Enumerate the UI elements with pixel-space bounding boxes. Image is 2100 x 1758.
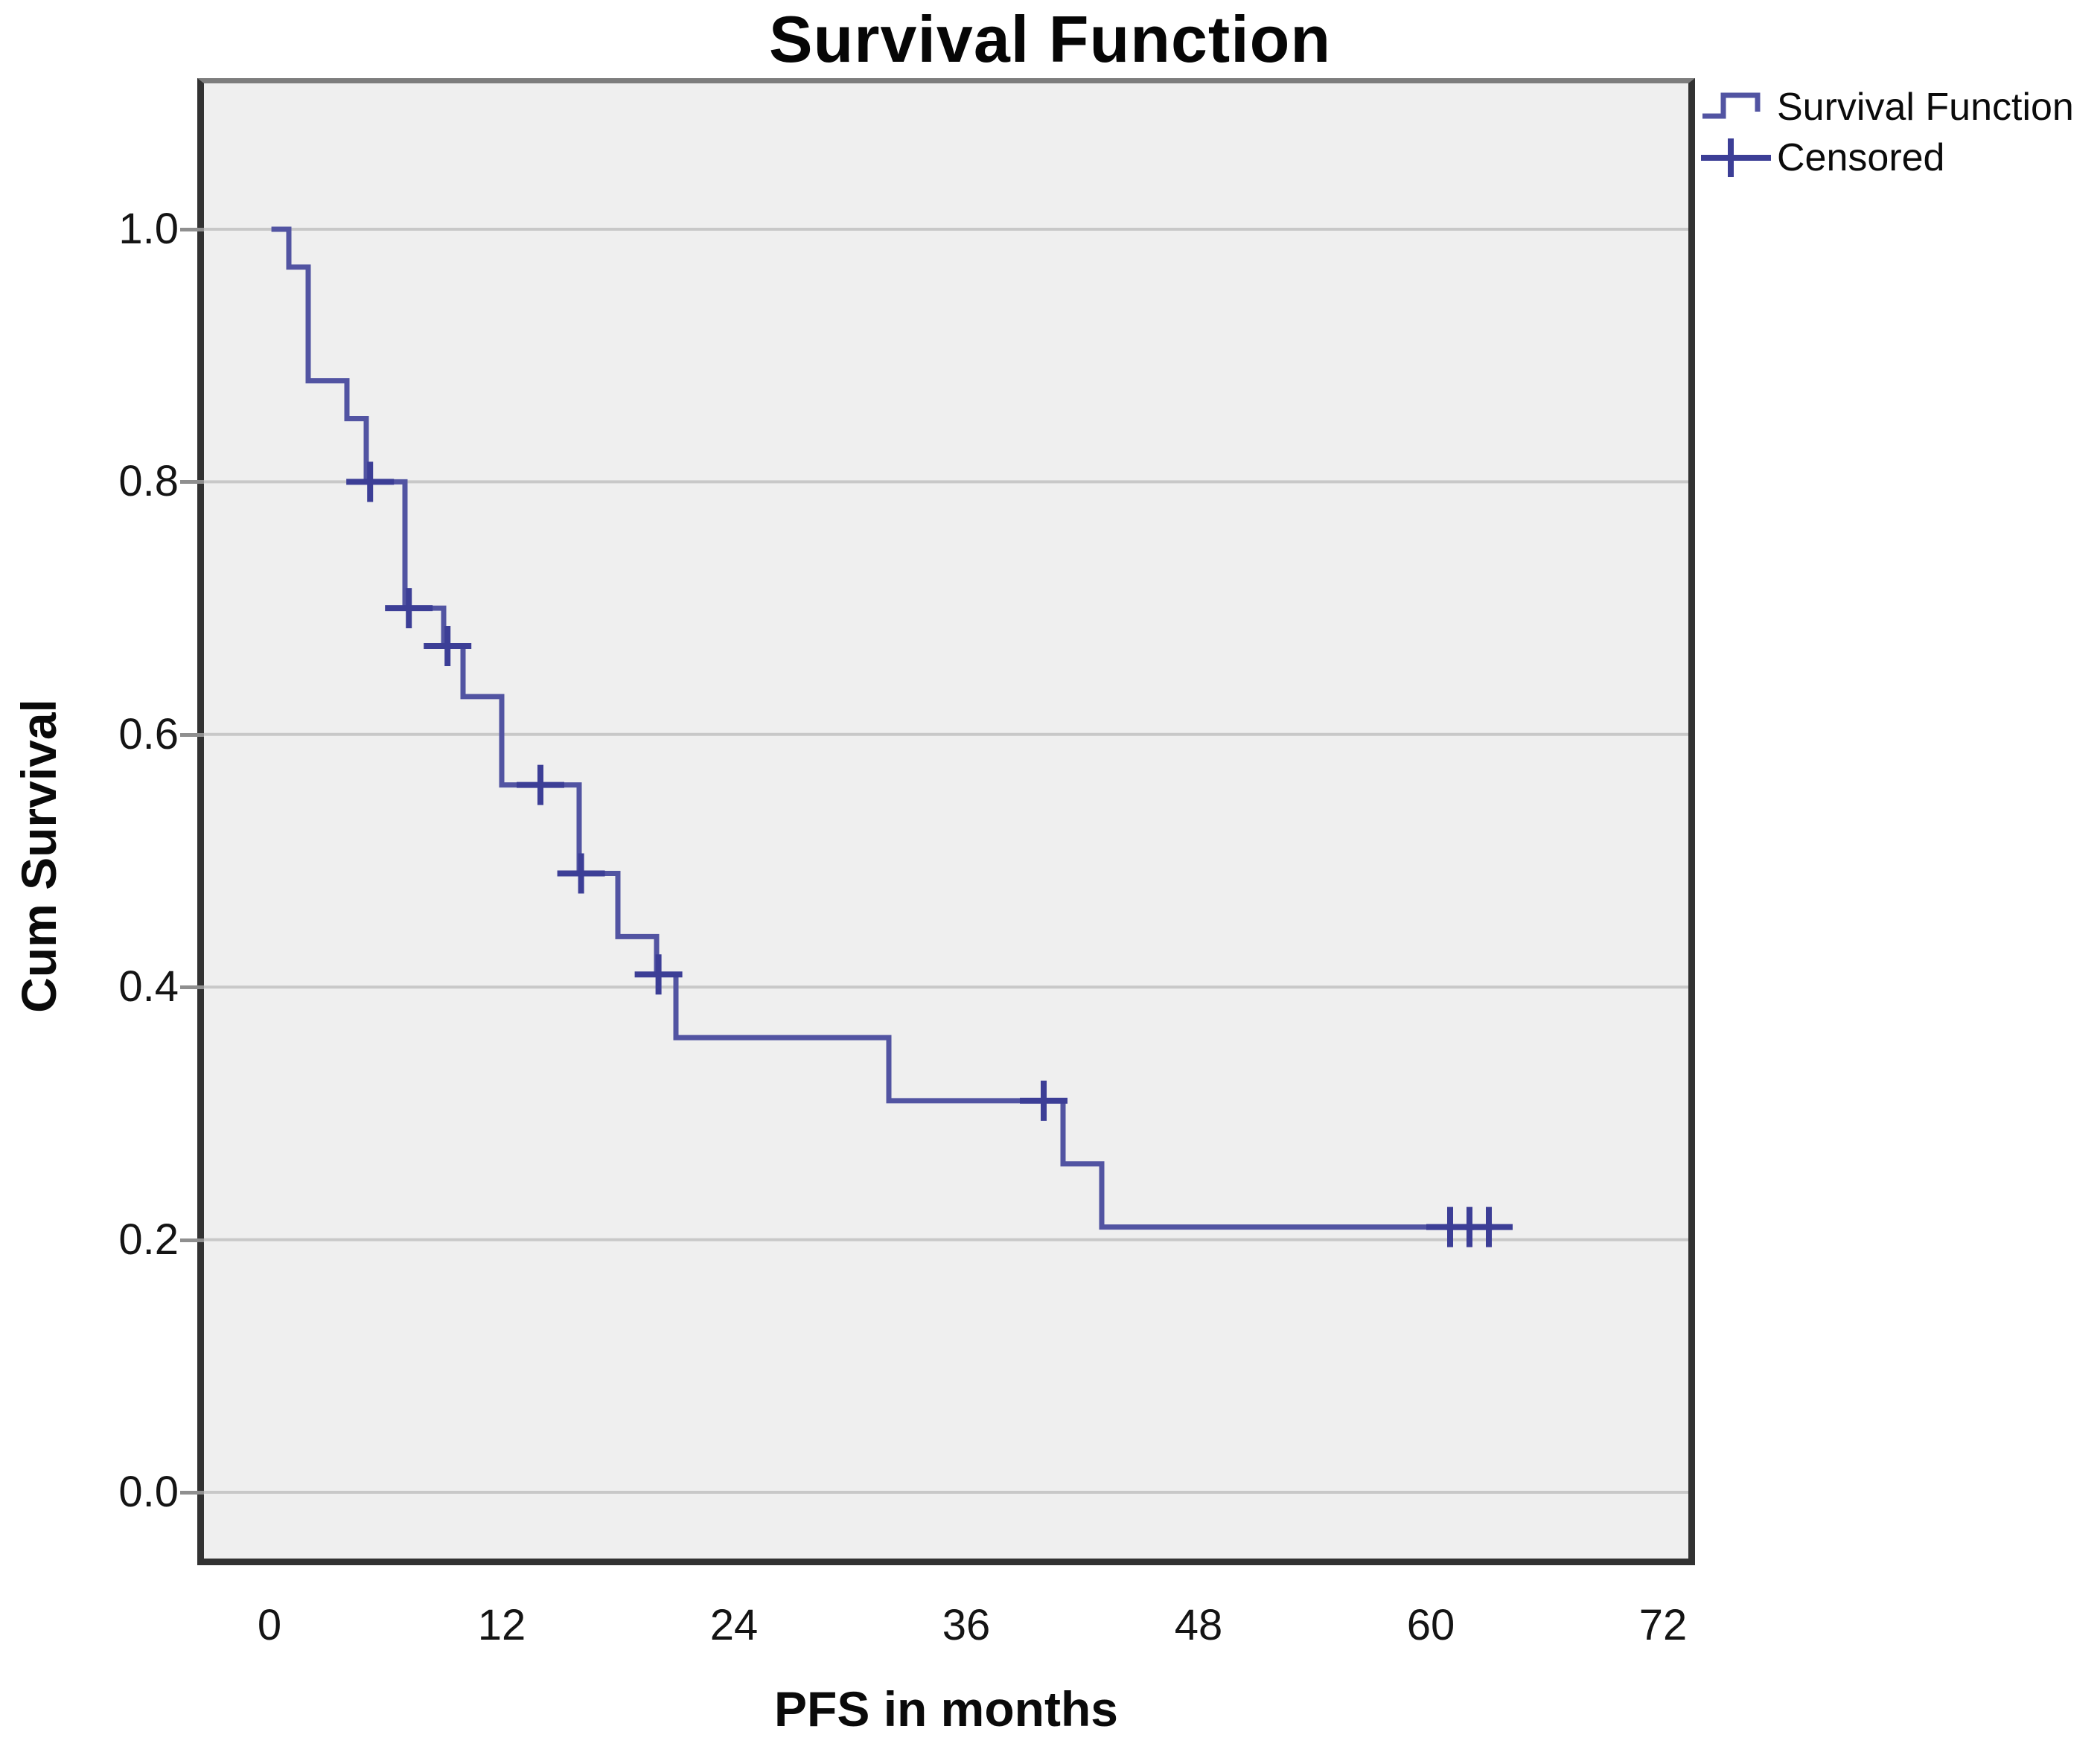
y-tick-mark [180,732,204,737]
legend: Survival Function Censored [1700,82,2074,183]
x-tick-label: 0 [257,1601,282,1649]
y-tick-label: 0.6 [118,709,179,758]
y-tick-mark [180,480,204,485]
y-tick-label: 0.0 [118,1468,179,1516]
legend-entry-censored: Censored [1700,132,2074,183]
legend-label-survival: Survival Function [1777,86,2074,129]
x-tick-label: 48 [1174,1601,1223,1649]
y-tick-mark [180,1238,204,1242]
legend-label-censored: Censored [1777,136,1945,179]
x-tick-label: 12 [477,1601,526,1649]
x-tick-label: 72 [1638,1601,1688,1649]
chart-title: Survival Function [768,2,1332,76]
y-tick-label: 0.4 [118,962,179,1011]
x-tick-label: 24 [709,1601,759,1649]
y-tick-mark [180,228,204,231]
legend-censored-plus-icon [1701,138,1771,177]
y-tick-label: 0.2 [118,1215,179,1264]
survival-curve-svg [204,226,1688,1494]
y-tick-mark [180,985,204,990]
y-tick-label: 0.8 [118,457,179,506]
y-tick-mark [180,1491,204,1495]
x-tick-label: 60 [1406,1601,1455,1649]
survival-step-line [271,226,1499,1230]
legend-step-line-icon [1702,92,1761,119]
x-axis-title: PFS in months [774,1681,1118,1736]
legend-entry-survival: Survival Function [1700,82,2074,132]
y-tick-label: 1.0 [118,205,179,253]
plot-area [197,78,1695,1565]
x-tick-label: 36 [942,1601,991,1649]
